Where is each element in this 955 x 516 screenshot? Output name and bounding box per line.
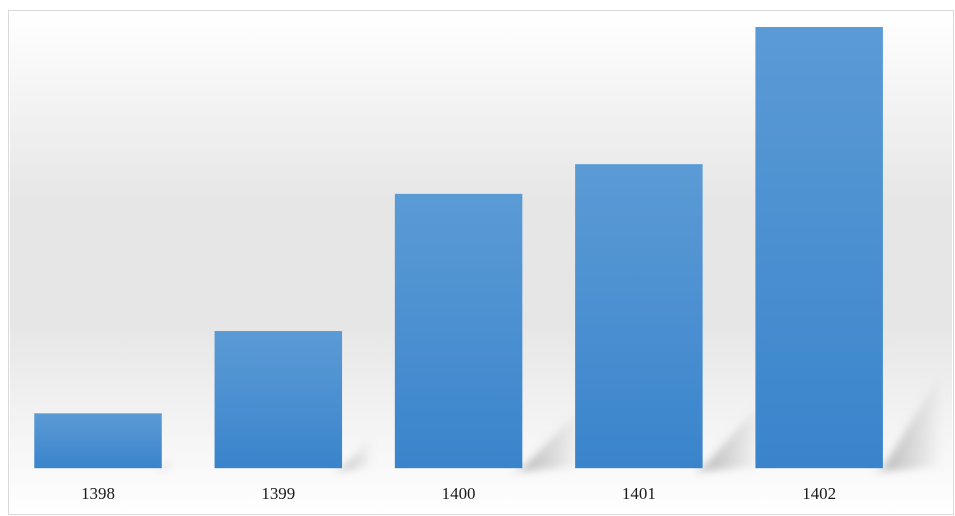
bars: [34, 27, 883, 469]
chart-frame: 1398 1399 1400 1401 1402: [8, 10, 954, 515]
bar-shadows: [151, 371, 943, 473]
x-tick-label: 1402: [802, 484, 836, 503]
bar-chart: 1398 1399 1400 1401 1402: [9, 11, 953, 514]
bar-1401: [575, 164, 703, 469]
x-tick-label: 1401: [622, 484, 656, 503]
x-tick-label: 1400: [442, 484, 476, 503]
bar-shadow-1398: [151, 456, 174, 473]
bar-shadow-1402: [872, 371, 943, 473]
x-tick-label: 1399: [261, 484, 295, 503]
x-axis-tick-labels: 1398 1399 1400 1401 1402: [81, 484, 836, 503]
x-tick-label: 1398: [81, 484, 115, 503]
bar-shadow-1401: [692, 401, 763, 473]
bar-shadow-1399: [332, 438, 373, 473]
bar-shadow-1400: [512, 407, 583, 473]
bar-1400: [394, 193, 523, 469]
bar-1399: [214, 331, 343, 469]
bar-1402: [755, 27, 883, 469]
bar-1398: [34, 413, 162, 469]
